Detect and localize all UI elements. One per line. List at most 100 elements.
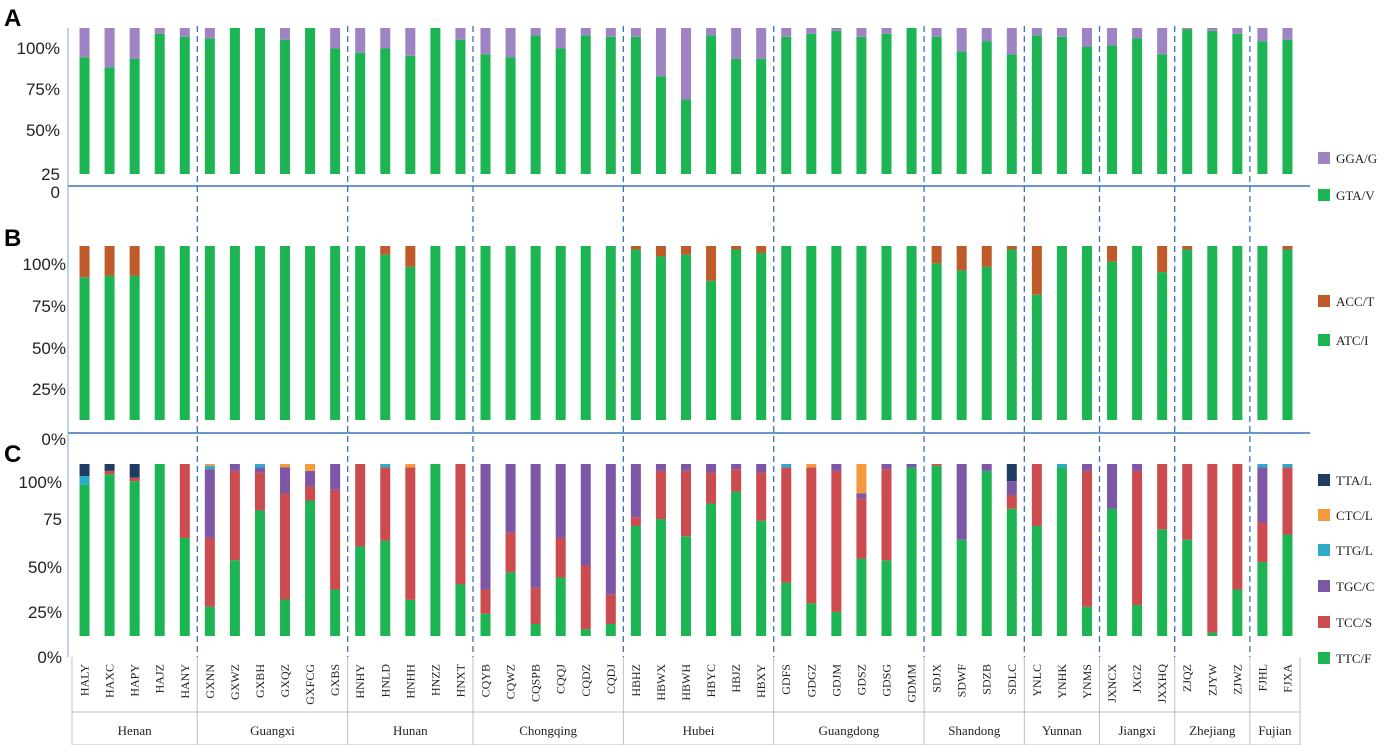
bar-segment-ttc-f bbox=[756, 520, 767, 636]
x-tick-label: GXBH bbox=[253, 664, 267, 698]
x-tick-label: HAXC bbox=[103, 664, 117, 698]
bar-segment-gga-g bbox=[781, 28, 792, 37]
bar-segment-gta-v bbox=[154, 33, 165, 175]
bar-segment-gga-g bbox=[706, 28, 717, 36]
x-tick-label: HBXY bbox=[754, 664, 768, 698]
bar-segment-ttc-f bbox=[280, 599, 291, 636]
x-tick-label: GDSZ bbox=[854, 664, 868, 695]
bar-segment-gta-v bbox=[1056, 36, 1067, 175]
y-tick-label: 100% bbox=[23, 255, 66, 274]
province-label: Hunan bbox=[393, 723, 428, 738]
bar-segment-tgc-c bbox=[731, 464, 742, 470]
bar-segment-tcc-s bbox=[706, 472, 717, 504]
bar-segment-tgc-c bbox=[706, 464, 717, 473]
bar-segment-ttc-f bbox=[405, 599, 416, 636]
bar-segment-tta-l bbox=[79, 464, 90, 477]
bar-segment-acc-t bbox=[655, 246, 666, 257]
bar-segment-atc-i bbox=[931, 263, 942, 420]
bar-segment-gta-v bbox=[1081, 46, 1092, 175]
bar-segment-ttc-f bbox=[254, 510, 265, 636]
legend-label: TCC/S bbox=[1336, 615, 1372, 630]
bar-segment-gga-g bbox=[856, 28, 867, 37]
bar-segment-tgc-c bbox=[831, 464, 842, 471]
x-tick-label: HNHY bbox=[353, 664, 367, 699]
bar-segment-gga-g bbox=[1282, 28, 1293, 40]
bar-segment-gta-v bbox=[1006, 54, 1017, 174]
bar-segment-acc-t bbox=[1282, 246, 1293, 250]
bar-segment-ttc-f bbox=[681, 536, 691, 636]
bar-segment-gta-v bbox=[104, 67, 115, 174]
province-label: Shandong bbox=[948, 723, 1001, 738]
province-label: Zhejiang bbox=[1189, 723, 1236, 738]
bar-segment-gta-v bbox=[655, 76, 666, 174]
x-tick-label: SDLC bbox=[1005, 664, 1019, 695]
bar-segment-tgc-c bbox=[1257, 467, 1268, 523]
bar-segment-tgc-c bbox=[530, 464, 541, 588]
bar-segment-gta-v bbox=[1107, 45, 1118, 174]
bar-segment-ttc-f bbox=[104, 474, 115, 636]
y-tick-label: 25% bbox=[28, 603, 62, 622]
bar-segment-gta-v bbox=[931, 36, 942, 175]
bar-segment-atc-i bbox=[505, 246, 516, 420]
legend-swatch-atc-i bbox=[1318, 334, 1330, 346]
bar-segment-tcc-s bbox=[1207, 464, 1218, 633]
bar-segment-tgc-c bbox=[580, 464, 591, 566]
bar-segment-acc-t bbox=[681, 246, 691, 255]
bar-segment-atc-i bbox=[1157, 272, 1168, 420]
y-tick-label: 50% bbox=[32, 339, 66, 358]
bar-segment-tcc-s bbox=[856, 498, 867, 559]
bar-segment-gta-v bbox=[530, 35, 541, 174]
x-tick-label: GDGZ bbox=[804, 664, 818, 697]
bar-segment-atc-i bbox=[430, 246, 441, 420]
bar-segment-gga-g bbox=[330, 28, 341, 49]
bar-segment-atc-i bbox=[981, 266, 992, 420]
bar-segment-tgc-c bbox=[856, 493, 867, 499]
bar-segment-gga-g bbox=[1232, 28, 1243, 34]
bar-segment-gga-g bbox=[1207, 28, 1218, 31]
bar-segment-ttg-l bbox=[1282, 464, 1293, 468]
x-tick-label: CQSPB bbox=[529, 664, 543, 702]
bar-segment-ttg-l bbox=[781, 464, 792, 468]
bar-segment-gta-v bbox=[405, 55, 416, 174]
bar-segment-atc-i bbox=[731, 249, 742, 420]
bar-segment-gga-g bbox=[981, 28, 992, 42]
bar-segment-gta-v bbox=[605, 36, 616, 175]
bar-segment-atc-i bbox=[806, 246, 817, 420]
bar-segment-atc-i bbox=[355, 246, 366, 420]
legend-label: TTA/L bbox=[1336, 473, 1372, 488]
bar-segment-tgc-c bbox=[204, 469, 215, 538]
bar-segment-gta-v bbox=[555, 48, 566, 174]
bar-segment-ttc-f bbox=[856, 558, 867, 636]
bar-segment-tcc-s bbox=[1182, 464, 1193, 540]
bar-segment-tcc-s bbox=[1081, 470, 1092, 607]
bar-segment-tta-l bbox=[1006, 464, 1017, 482]
bar-segment-gta-v bbox=[1182, 29, 1193, 175]
x-tick-label: FJHL bbox=[1255, 664, 1269, 691]
bar-segment-acc-t bbox=[1031, 246, 1042, 295]
x-tick-label: HBYC bbox=[704, 664, 718, 697]
bar-segment-ctc-l bbox=[204, 464, 215, 466]
x-tick-label: HBJZ bbox=[729, 664, 743, 693]
bar-segment-tcc-s bbox=[480, 589, 491, 614]
bar-segment-gta-v bbox=[355, 52, 366, 174]
bar-segment-atc-i bbox=[681, 254, 691, 420]
bar-segment-atc-i bbox=[79, 277, 90, 420]
bar-segment-gta-v bbox=[731, 58, 742, 174]
x-tick-label: CQWZ bbox=[504, 664, 518, 699]
bar-segment-acc-t bbox=[1182, 246, 1193, 250]
x-tick-label: HANY bbox=[178, 664, 192, 699]
y-tick-label: 0% bbox=[41, 430, 66, 449]
bar-segment-ctc-l bbox=[856, 464, 867, 494]
bar-segment-tcc-s bbox=[731, 469, 742, 492]
bar-segment-ttc-f bbox=[380, 540, 391, 636]
legend-swatch-ctc-l bbox=[1318, 509, 1330, 521]
x-tick-label: GXQZ bbox=[278, 664, 292, 697]
bar-segment-acc-t bbox=[630, 246, 641, 250]
bar-segment-tcc-s bbox=[1031, 464, 1042, 526]
bar-segment-atc-i bbox=[906, 246, 917, 420]
bar-segment-gga-g bbox=[1006, 28, 1017, 55]
bar-segment-tcc-s bbox=[555, 537, 566, 578]
legend-label: GGA/G bbox=[1336, 151, 1377, 166]
bar-segment-gta-v bbox=[706, 35, 717, 174]
bar-segment-tcc-s bbox=[806, 467, 817, 604]
